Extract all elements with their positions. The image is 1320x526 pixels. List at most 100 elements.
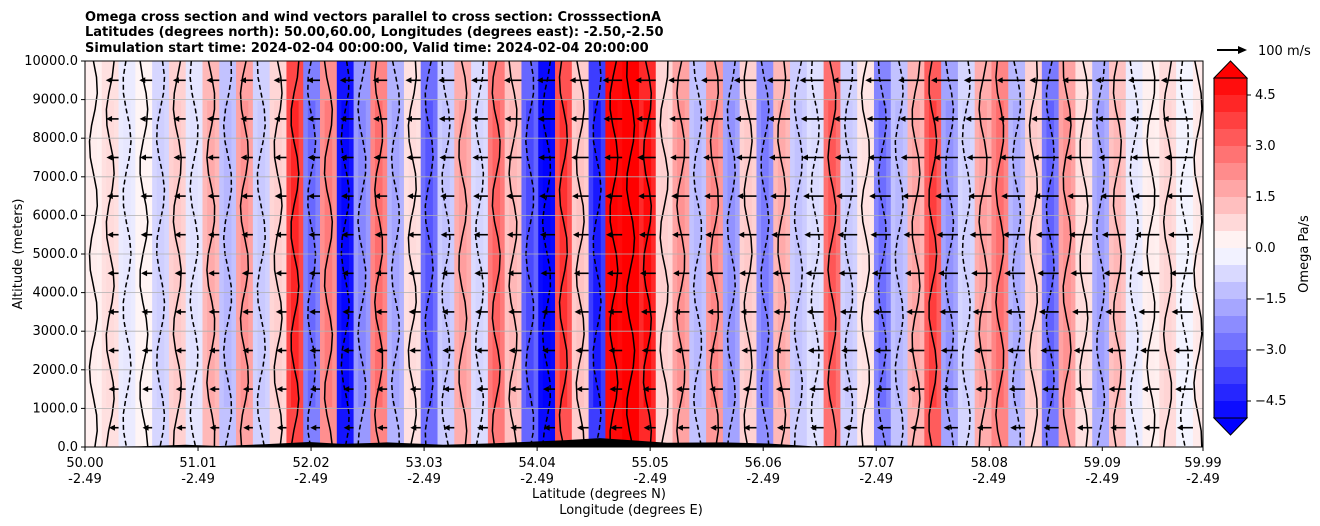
- wind-vector-head: [242, 386, 249, 393]
- x-tick-label-lat: 56.06: [745, 456, 782, 471]
- wind-vector-head: [240, 154, 247, 161]
- colorbar-band: [1214, 401, 1247, 419]
- wind-vector-head: [838, 270, 845, 277]
- wind-vector-head: [972, 308, 979, 315]
- wind-vector-head: [939, 308, 946, 315]
- wind-vector-head: [609, 386, 616, 393]
- wind-vector-head: [675, 386, 682, 393]
- x-tick-label-lat: 50.00: [66, 456, 103, 471]
- wind-vector-head: [669, 115, 676, 122]
- wind-vector-head: [173, 154, 180, 161]
- wind-vector-head: [898, 77, 905, 84]
- wind-vector-head: [1131, 154, 1138, 161]
- wind-vector-head: [710, 424, 717, 431]
- quiver-key-label: 100 m/s: [1258, 44, 1311, 59]
- wind-vector-head: [1001, 193, 1008, 200]
- wind-vector-head: [140, 231, 147, 238]
- wind-vector-head: [142, 424, 149, 431]
- wind-vector-head: [569, 77, 576, 84]
- colorbar-band: [1214, 95, 1247, 113]
- wind-vector-head: [1160, 77, 1167, 84]
- wind-vector-head: [240, 115, 247, 122]
- wind-vector-head: [471, 115, 478, 122]
- wind-vector-head: [963, 77, 970, 84]
- wind-vector-head: [508, 347, 515, 354]
- colorbar-tick-label: 1.5: [1255, 190, 1276, 205]
- wind-vector-head: [932, 115, 939, 122]
- x-tick-label-lon: -2.49: [972, 472, 1006, 487]
- wind-vector-head: [999, 154, 1006, 161]
- colorbar-band: [1214, 316, 1247, 334]
- wind-vector-head: [376, 347, 383, 354]
- wind-vector-head: [806, 308, 813, 315]
- y-tick-label: 3000.0: [33, 324, 79, 339]
- wind-vector-head: [971, 270, 978, 277]
- colorbar-band: [1214, 299, 1247, 317]
- y-tick-label: 6000.0: [33, 208, 79, 223]
- wind-vector-head: [1072, 308, 1079, 315]
- wind-vector-head: [241, 193, 248, 200]
- wind-vector-head: [709, 386, 716, 393]
- wind-vector-head: [275, 270, 282, 277]
- x-tick-label-lat: 57.07: [858, 456, 895, 471]
- wind-vector-head: [770, 193, 777, 200]
- wind-vector-head: [605, 231, 612, 238]
- wind-vector-head: [106, 193, 113, 200]
- x-tick-label-lon: -2.49: [407, 472, 441, 487]
- wind-vector-head: [740, 308, 747, 315]
- wind-vector-head: [175, 308, 182, 315]
- wind-vector-head: [706, 270, 713, 277]
- wind-vector-head: [471, 77, 478, 84]
- wind-vector-head: [139, 77, 146, 84]
- wind-vector-head: [576, 386, 583, 393]
- colorbar-band: [1214, 78, 1247, 96]
- wind-vector-head: [140, 193, 147, 200]
- wind-vector-head: [307, 154, 314, 161]
- colorbar-band: [1214, 163, 1247, 181]
- wind-vector-head: [309, 347, 316, 354]
- x-tick-label-lon: -2.49: [859, 472, 893, 487]
- wind-vector-head: [1169, 270, 1176, 277]
- wind-vector-head: [832, 77, 839, 84]
- quiver-key-arrowhead-icon: [1238, 46, 1247, 54]
- wind-vector-head: [543, 424, 550, 431]
- wind-vector-head: [571, 154, 578, 161]
- wind-vector-head: [108, 347, 115, 354]
- wind-vector-head: [1100, 193, 1107, 200]
- wind-vector-head: [1063, 115, 1070, 122]
- wind-vector-head: [738, 231, 745, 238]
- wind-vector-head: [639, 231, 646, 238]
- wind-vector-head: [969, 231, 976, 238]
- wind-vector-head: [739, 270, 746, 277]
- wind-vector-head: [341, 231, 348, 238]
- wind-vector-head: [837, 231, 844, 238]
- x-tick-label-lat: 59.99: [1184, 456, 1221, 471]
- wind-vector-head: [341, 193, 348, 200]
- x-axis-label-latitude: Latitude (degrees N): [532, 487, 666, 502]
- x-tick-label-lon: -2.49: [68, 472, 102, 487]
- wind-vector-head: [606, 270, 613, 277]
- colorbar-band: [1214, 333, 1247, 351]
- wind-vector-head: [209, 386, 216, 393]
- wind-vector-head: [441, 308, 448, 315]
- wind-vector-head: [1002, 231, 1009, 238]
- wind-vector-head: [376, 424, 383, 431]
- wind-vector-head: [1171, 308, 1178, 315]
- y-tick-label: 7000.0: [33, 170, 79, 185]
- wind-vector-head: [510, 424, 517, 431]
- colorbar-band: [1214, 265, 1247, 283]
- wind-vector-head: [240, 77, 247, 84]
- wind-vector-head: [503, 77, 510, 84]
- wind-vector-head: [141, 270, 148, 277]
- wind-vector-head: [668, 77, 675, 84]
- colorbar-band: [1214, 282, 1247, 300]
- wind-vector-head: [405, 77, 412, 84]
- wind-vector-head: [743, 424, 750, 431]
- wind-vector-head: [676, 424, 683, 431]
- wind-vector-head: [1134, 231, 1141, 238]
- wind-vector-head: [538, 154, 545, 161]
- wind-vector-head: [409, 386, 416, 393]
- wind-vector-head: [438, 77, 445, 84]
- wind-vector-head: [775, 386, 782, 393]
